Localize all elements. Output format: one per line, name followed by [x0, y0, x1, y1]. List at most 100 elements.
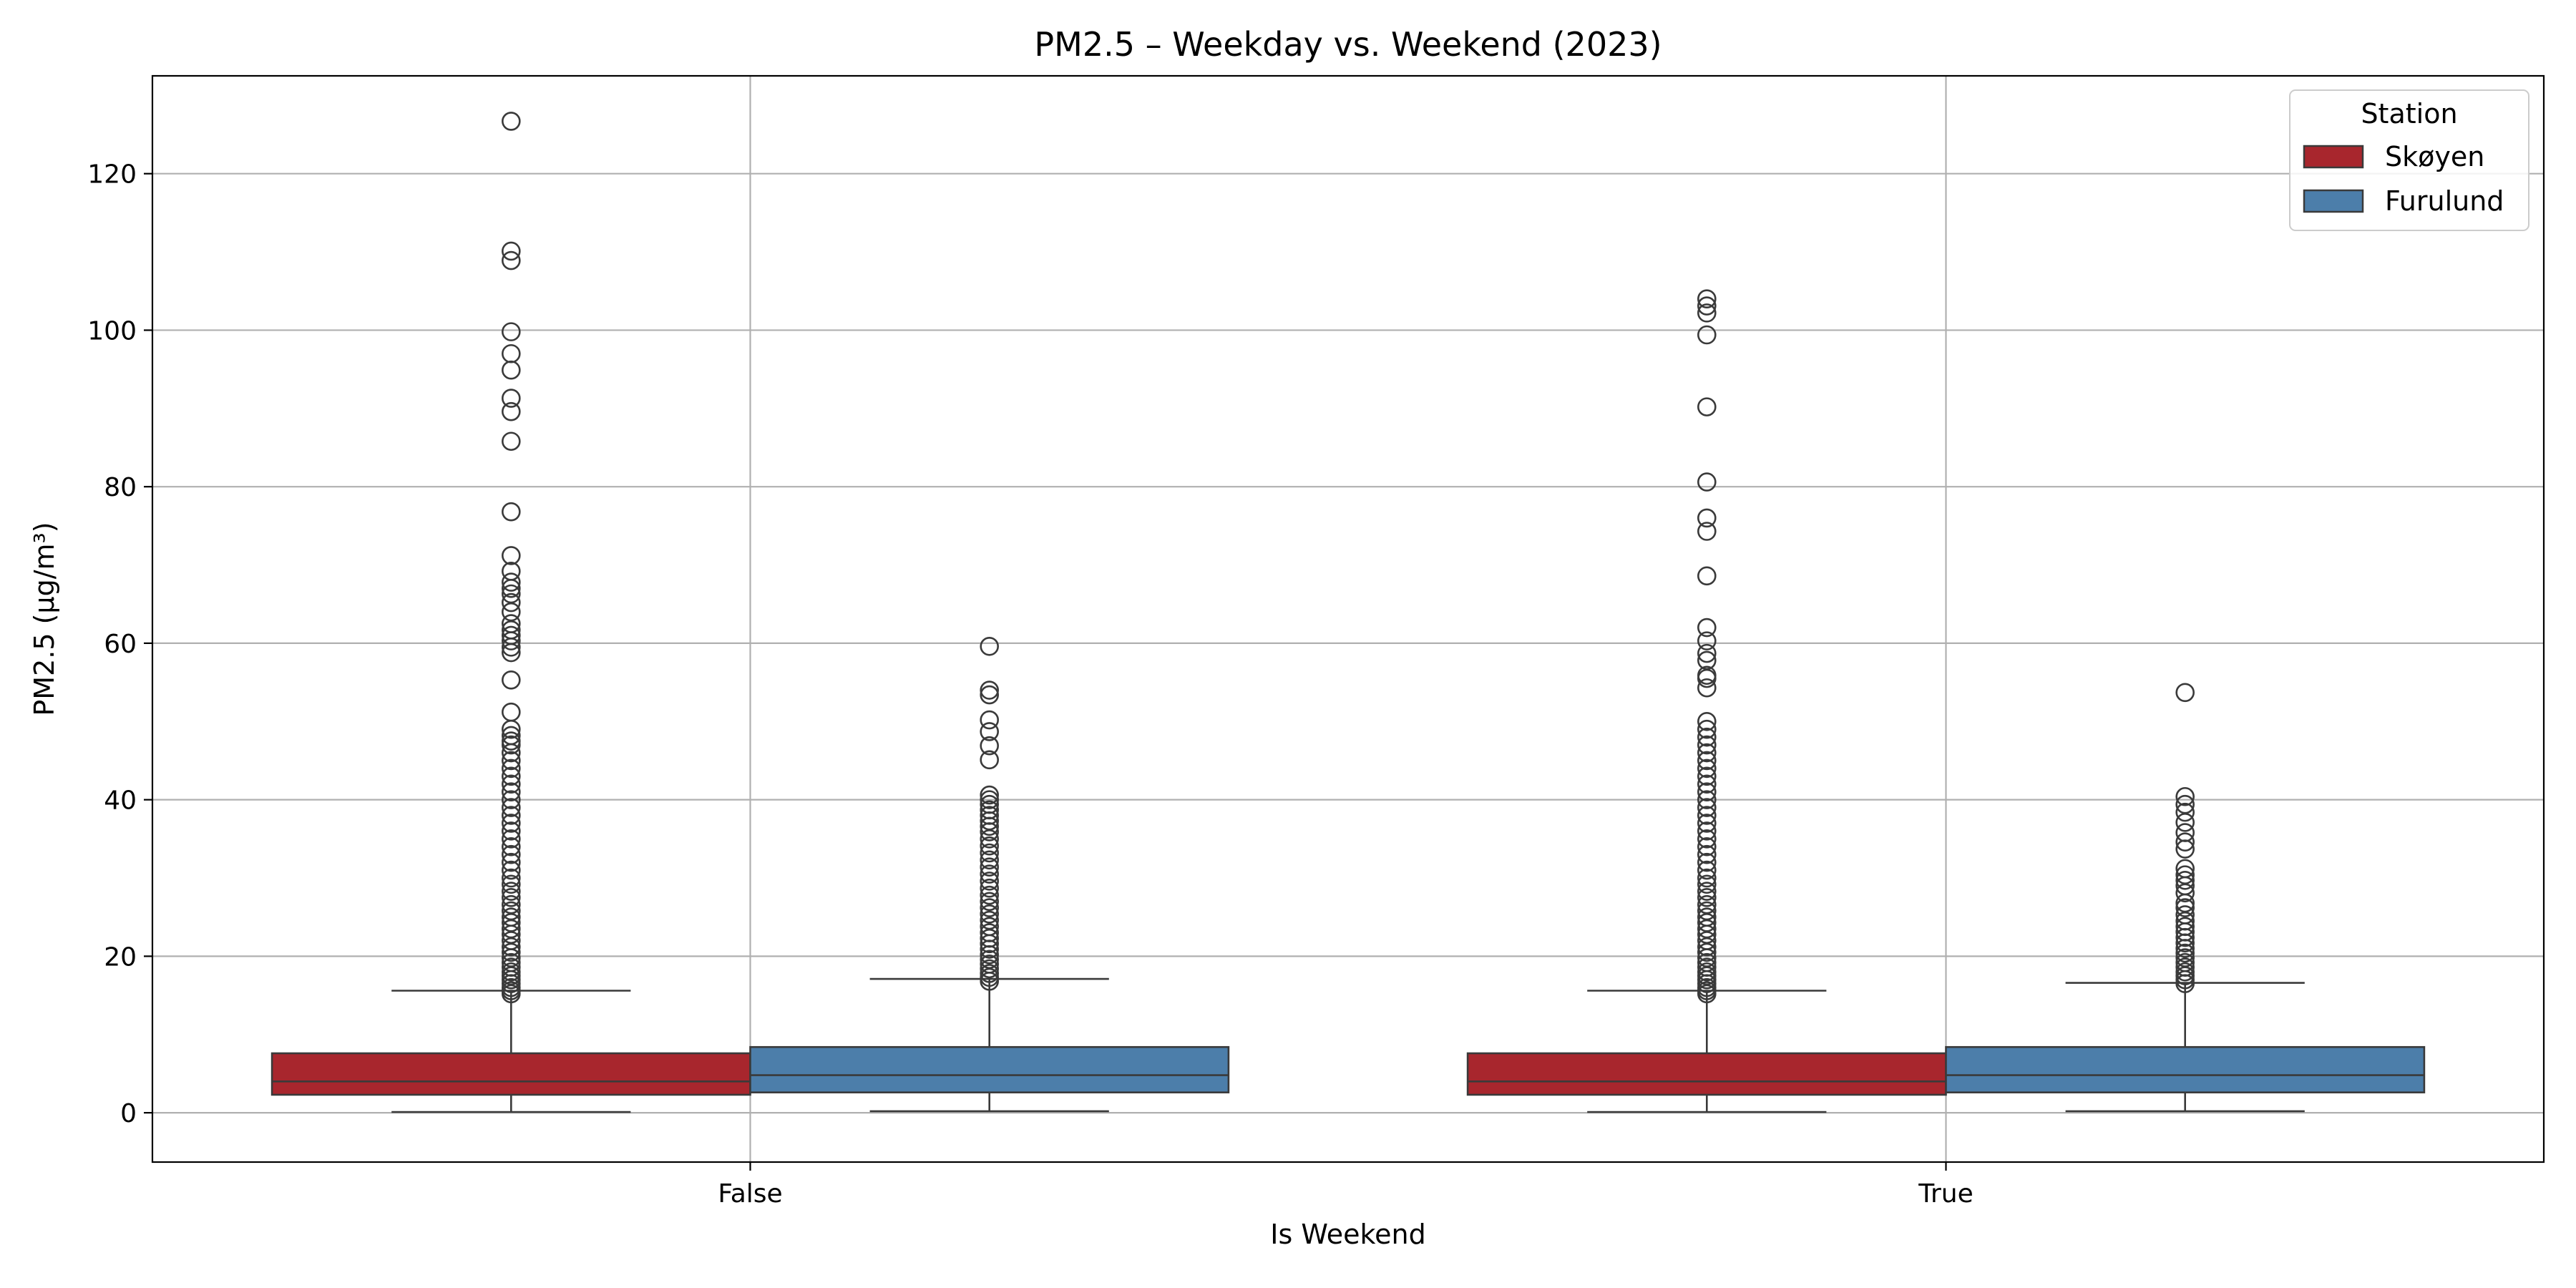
outlier-point: [1697, 303, 1717, 323]
outlier-point: [980, 872, 999, 891]
outlier-point: [2175, 786, 2195, 806]
outlier-point: [1697, 397, 1717, 416]
outlier-point: [501, 572, 521, 592]
outlier-point: [501, 250, 521, 270]
outlier-point: [980, 685, 999, 705]
outlier-point: [2175, 962, 2195, 982]
outlier-point: [501, 957, 521, 977]
outlier-point: [1697, 650, 1717, 670]
outlier-point: [2175, 957, 2195, 977]
outlier-point: [980, 710, 999, 730]
outlier-point: [1697, 719, 1717, 739]
outlier-point: [980, 722, 999, 741]
outlier-point: [1697, 743, 1717, 763]
outlier-point: [980, 843, 999, 863]
outlier-point: [980, 878, 999, 898]
outlier-point: [501, 431, 521, 452]
legend-label-furulund: Furulund: [2385, 185, 2504, 217]
outlier-point: [980, 800, 999, 820]
outlier-point: [1697, 798, 1717, 817]
outlier-point: [1697, 782, 1717, 801]
outlier-point: [1697, 751, 1717, 771]
outlier-point: [501, 343, 521, 364]
outlier-point: [980, 785, 999, 805]
x-tick-label: True: [1918, 1179, 1973, 1209]
outlier-point: [501, 112, 521, 131]
x-tick-label: False: [718, 1179, 782, 1209]
outlier-point: [980, 836, 999, 856]
outlier-point: [980, 636, 999, 656]
outlier-point: [980, 864, 999, 884]
outlier-point: [2175, 898, 2195, 917]
outlier-point: [980, 904, 999, 924]
outlier-point: [1697, 806, 1717, 825]
chart-title: PM2.5 – Weekday vs. Weekend (2023): [1034, 25, 1662, 64]
outlier-point: [1697, 758, 1717, 779]
legend: Station Skøyen Furulund: [2289, 89, 2529, 231]
outlier-point: [980, 736, 999, 756]
outlier-point: [980, 750, 999, 770]
outlier-point: [1697, 618, 1717, 638]
outlier-point: [501, 882, 521, 901]
outlier-point: [1697, 727, 1717, 747]
outlier-point: [501, 821, 521, 841]
outlier-point: [980, 923, 999, 942]
outlier-point: [980, 806, 999, 825]
outlier-point: [501, 798, 521, 817]
outlier-point: [1697, 766, 1717, 786]
outlier-point: [501, 561, 521, 581]
outlier-point: [980, 959, 999, 979]
outlier-point: [501, 907, 521, 927]
x-axis: False True: [718, 1162, 1974, 1209]
outlier-point: [2175, 952, 2195, 972]
outlier-point: [1697, 296, 1717, 316]
outlier-point: [2175, 802, 2195, 822]
outlier-point: [1697, 678, 1717, 698]
outlier-point: [501, 806, 521, 825]
box-iqr: [1945, 1045, 2426, 1093]
outlier-point: [1697, 860, 1717, 880]
outlier-point: [501, 731, 521, 751]
plot-background: [152, 76, 2544, 1162]
outlier-point: [501, 702, 521, 722]
outlier-point: [980, 857, 999, 877]
y-tick-label: 0: [120, 1099, 137, 1128]
box-iqr: [749, 1045, 1230, 1093]
outlier-point: [1697, 829, 1717, 849]
outlier-point: [501, 829, 521, 849]
y-axis: 0 20 40 60 80 100 120: [87, 160, 152, 1128]
outlier-point: [501, 592, 521, 613]
outlier-point: [980, 898, 999, 917]
outlier-point: [501, 852, 521, 872]
outlier-point: [2175, 917, 2195, 937]
legend-title: Station: [2361, 98, 2457, 130]
outlier-point: [501, 625, 521, 645]
outlier-point: [501, 774, 521, 794]
outlier-point: [501, 614, 521, 633]
outlier-point: [980, 680, 999, 700]
outlier-point: [501, 546, 521, 565]
outlier-point: [980, 892, 999, 912]
outlier-point: [980, 964, 999, 983]
outlier-point: [980, 790, 999, 809]
outlier-point: [501, 401, 521, 421]
outlier-point: [2175, 859, 2195, 879]
outlier-point: [1697, 957, 1717, 977]
plot-frame: [151, 74, 2545, 1163]
x-axis-label: Is Weekend: [1270, 1219, 1425, 1250]
outlier-point: [2175, 832, 2195, 852]
outlier-point: [1697, 665, 1717, 686]
outlier-point: [1697, 901, 1717, 921]
outlier-point: [980, 917, 999, 937]
outlier-point: [1697, 711, 1717, 731]
outlier-point: [501, 584, 521, 604]
outlier-point: [1697, 821, 1717, 841]
outlier-point: [2175, 823, 2195, 842]
outlier-point: [501, 860, 521, 880]
outlier-point: [1697, 643, 1717, 663]
legend-swatch-skoyen: [2303, 145, 2364, 169]
outlier-point: [2175, 905, 2195, 924]
outlier-point: [501, 844, 521, 864]
outlier-point: [501, 790, 521, 809]
